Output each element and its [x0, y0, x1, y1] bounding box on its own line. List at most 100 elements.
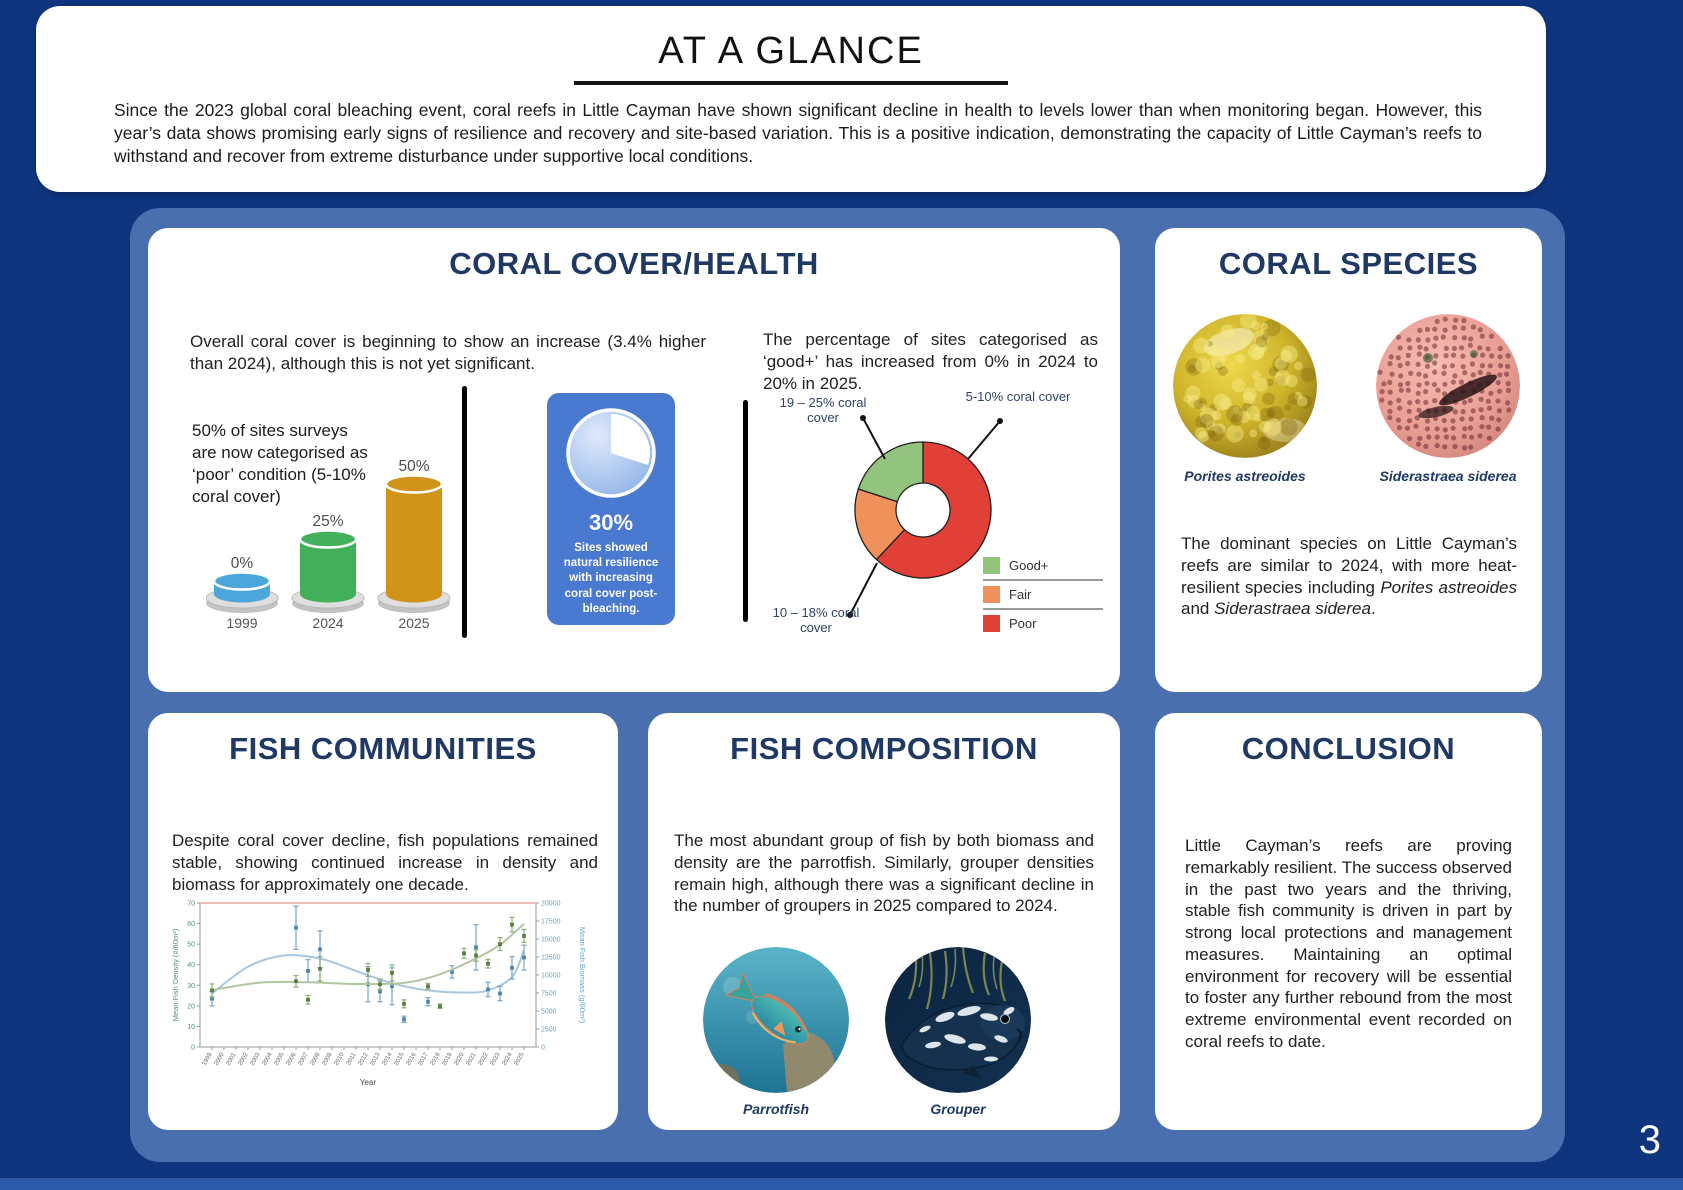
bar-chart-note: 50% of sites surveys are now categorised… — [192, 421, 368, 507]
svg-text:Mean Fish Biomass (g/60m²): Mean Fish Biomass (g/60m²) — [578, 927, 587, 1024]
resilience-stat-box: 30% Sites showed natural resilience with… — [547, 393, 675, 625]
callout-good: 19 – 25% coral cover — [779, 395, 867, 425]
svg-text:2020: 2020 — [453, 1051, 466, 1067]
svg-text:2001: 2001 — [225, 1051, 238, 1067]
fish-composition-text: The most abundant group of fish by both … — [674, 831, 1094, 916]
svg-text:10000: 10000 — [541, 973, 561, 980]
svg-text:12500: 12500 — [541, 955, 561, 962]
parrotfish-caption: Parrotfish — [742, 1101, 810, 1117]
callout-poor: 5-10% coral cover — [965, 389, 1071, 404]
fish-composition-title: FISH COMPOSITION — [730, 731, 1038, 766]
svg-text:2005: 2005 — [273, 1051, 286, 1067]
legend-separator — [983, 579, 1103, 581]
species-text-segment: The dominant species on Little Cayman’s … — [1181, 534, 1517, 597]
porites-coral-illustration — [1173, 314, 1317, 458]
porites-caption: Porites astreoides — [1184, 468, 1306, 484]
grouper-illustration — [885, 947, 1031, 1093]
callout-fair: 10 – 18% coral cover — [772, 605, 860, 635]
page-number: 3 — [1638, 1118, 1661, 1162]
siderastraea-coral-illustration — [1376, 314, 1520, 458]
bottom-accent-strip — [0, 1178, 1683, 1190]
svg-text:2014: 2014 — [381, 1051, 394, 1067]
svg-text:0%: 0% — [231, 555, 254, 572]
title-underline — [574, 81, 1008, 85]
svg-text:2011: 2011 — [345, 1051, 358, 1067]
legend-label-poor: Poor — [1009, 616, 1037, 631]
siderastraea-siderea-image — [1376, 314, 1520, 458]
svg-text:2002: 2002 — [237, 1051, 250, 1067]
fish-composition-card: FISH COMPOSITION The most abundant group… — [648, 713, 1120, 1130]
parrotfish-illustration — [703, 947, 849, 1093]
svg-text:2021: 2021 — [465, 1051, 478, 1067]
conclusion-card: CONCLUSION Little Cayman’s reefs are pro… — [1155, 713, 1542, 1130]
svg-text:70: 70 — [187, 901, 195, 908]
legend-label-good: Good+ — [1009, 558, 1049, 573]
svg-text:5000: 5000 — [541, 1009, 557, 1016]
legend-label-fair: Fair — [1009, 587, 1032, 602]
svg-text:2022: 2022 — [477, 1051, 490, 1067]
svg-text:2010: 2010 — [333, 1051, 346, 1067]
site-condition-donut-chart — [847, 415, 1003, 618]
pie-chart-icon — [566, 408, 656, 498]
svg-text:20000: 20000 — [541, 901, 561, 908]
svg-text:0: 0 — [541, 1045, 545, 1052]
svg-text:2016: 2016 — [405, 1051, 418, 1067]
page-title: AT A GLANCE — [658, 30, 924, 72]
coral-cover-title: CORAL COVER/HEALTH — [449, 246, 819, 281]
species-name-italic: Porites astreoides — [1380, 577, 1517, 597]
svg-text:2024: 2024 — [312, 615, 343, 631]
svg-text:40: 40 — [187, 962, 195, 969]
svg-text:2017: 2017 — [417, 1051, 430, 1067]
svg-text:2018: 2018 — [429, 1051, 442, 1067]
legend-swatch-fair — [983, 586, 1000, 603]
donut-legend: Good+ Fair Poor — [983, 554, 1103, 635]
species-text-segment: . — [1370, 599, 1376, 619]
svg-text:1999: 1999 — [226, 615, 257, 631]
coral-species-card: CORAL SPECIES — [1155, 228, 1542, 692]
coral-cover-left-text: Overall coral cover is beginning to show… — [190, 332, 706, 373]
coral-species-text: The dominant species on Little Cayman’s … — [1181, 533, 1517, 620]
fish-communities-title: FISH COMMUNITIES — [229, 731, 537, 766]
legend-item-fair: Fair — [983, 583, 1103, 606]
svg-text:0: 0 — [191, 1045, 195, 1052]
svg-text:2006: 2006 — [285, 1051, 298, 1067]
svg-text:2004: 2004 — [261, 1051, 274, 1067]
resilience-stat-value: 30% — [588, 510, 634, 535]
porites-astreoides-image — [1173, 314, 1317, 458]
svg-text:Mean Fish Density (#/60m²): Mean Fish Density (#/60m²) — [171, 928, 180, 1021]
conclusion-title: CONCLUSION — [1241, 731, 1456, 766]
svg-text:2003: 2003 — [249, 1051, 262, 1067]
fish-communities-card: FISH COMMUNITIES Despite coral cover dec… — [148, 713, 618, 1130]
svg-text:15000: 15000 — [541, 937, 561, 944]
fish-trend-chart: 0 10 20 30 40 50 60 70 0 2500 5000 7500 10000 12500 15… — [171, 901, 587, 1088]
cards-container: CORAL COVER/HEALTH Overall coral cover i… — [130, 208, 1565, 1162]
intro-paragraph: Since the 2023 global coral bleaching ev… — [114, 100, 1482, 166]
svg-text:2019: 2019 — [441, 1051, 454, 1067]
svg-text:2008: 2008 — [309, 1051, 322, 1067]
svg-text:50: 50 — [187, 942, 195, 949]
parrotfish-image — [703, 947, 849, 1093]
svg-text:1999: 1999 — [201, 1051, 214, 1067]
svg-text:60: 60 — [187, 921, 195, 928]
legend-item-good: Good+ — [983, 554, 1103, 577]
site-condition-donut-area: 19 – 25% coral cover 5-10% coral cover 1… — [768, 388, 1108, 668]
svg-text:25%: 25% — [312, 513, 343, 530]
siderastraea-caption: Siderastraea siderea — [1379, 468, 1517, 484]
coral-cover-card: CORAL COVER/HEALTH Overall coral cover i… — [148, 228, 1120, 692]
grouper-caption: Grouper — [930, 1101, 986, 1117]
svg-text:10: 10 — [187, 1024, 195, 1031]
svg-text:2000: 2000 — [213, 1051, 226, 1067]
svg-text:2013: 2013 — [369, 1051, 382, 1067]
coral-cover-right-text: The percentage of sites categorised as ‘… — [763, 330, 1098, 393]
coral-condition-bar-chart: 0% 1999 25% 2024 50% 2025 — [206, 458, 451, 631]
svg-text:2015: 2015 — [393, 1051, 406, 1067]
svg-text:2009: 2009 — [321, 1051, 334, 1067]
conclusion-text: Little Cayman’s reefs are proving remark… — [1185, 836, 1512, 1051]
svg-text:7500: 7500 — [541, 991, 557, 998]
legend-swatch-poor — [983, 615, 1000, 632]
species-text-segment: and — [1181, 599, 1215, 619]
svg-text:50%: 50% — [398, 458, 429, 475]
svg-text:20: 20 — [187, 1003, 195, 1010]
fish-communities-text: Despite coral cover decline, fish popula… — [172, 831, 598, 894]
